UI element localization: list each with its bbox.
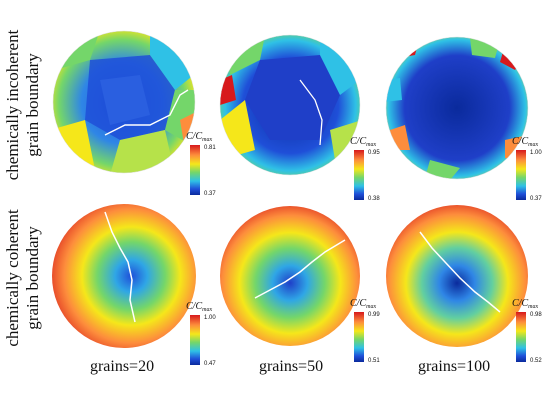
colorbar-min-label: 0.51 <box>368 358 380 364</box>
row-label-coherent: chemically coherent grain boundary <box>3 209 42 347</box>
colorbar-max-label: 0.95 <box>368 150 380 156</box>
colorbar-min-label: 0.38 <box>368 196 380 202</box>
column-label-20: grains=20 <box>90 358 154 375</box>
panel-coherent-grains-50 <box>220 206 360 346</box>
svg-text:grain boundary: grain boundary <box>23 226 42 330</box>
colorbar-3: C/Cmax 1.00 0.37 <box>512 136 542 202</box>
colorbar-title: C/Cmax <box>186 131 212 143</box>
colorbar-title: C/Cmax <box>350 136 376 148</box>
colorbar-gradient <box>516 150 526 200</box>
colorbar-min-label: 0.52 <box>530 358 542 364</box>
colorbar-gradient <box>516 312 526 362</box>
row-label-incoherent: chemically incoherent grain boundary <box>3 29 42 180</box>
colorbar-gradient <box>354 150 364 200</box>
panel-coherent-grains-100 <box>386 205 528 347</box>
colorbar-min-label: 0.37 <box>204 191 216 197</box>
colorbar-title: C/Cmax <box>186 301 212 313</box>
colorbar-max-label: 1.00 <box>530 150 542 156</box>
colorbar-gradient <box>354 312 364 362</box>
colorbar-2: C/Cmax 0.95 0.38 <box>350 136 380 202</box>
panel-incoherent-grains-100 <box>385 36 529 180</box>
svg-text:chemically incoherent: chemically incoherent <box>3 29 22 180</box>
colorbar-4: C/Cmax 1.00 0.47 <box>186 301 216 367</box>
colorbar-title: C/Cmax <box>350 298 376 310</box>
colorbar-max-label: 1.00 <box>204 315 216 321</box>
column-label-100: grains=100 <box>418 358 490 375</box>
colorbar-max-label: 0.98 <box>530 312 542 318</box>
svg-text:grain boundary: grain boundary <box>23 53 42 157</box>
colorbar-title: C/Cmax <box>512 136 538 148</box>
colorbar-1: C/Cmax 0.81 0.37 <box>186 131 216 197</box>
column-label-50: grains=50 <box>259 358 323 375</box>
colorbars: C/Cmax 0.81 0.37 C/Cmax 0.95 0.38 C/Cmax 1.00 0.… <box>186 131 542 367</box>
panel-incoherent-grains-20 <box>52 30 196 174</box>
colorbar-min-label: 0.47 <box>204 361 216 367</box>
colorbar-gradient <box>190 145 200 195</box>
colorbar-5: C/Cmax 0.99 0.51 <box>350 298 380 364</box>
colorbar-gradient <box>190 315 200 365</box>
panel-incoherent-grains-50 <box>219 34 361 176</box>
colorbar-6: C/Cmax 0.98 0.52 <box>512 298 542 364</box>
panel-coherent-grains-20 <box>52 204 196 348</box>
colorbar-max-label: 0.99 <box>368 312 380 318</box>
colorbar-min-label: 0.37 <box>530 196 542 202</box>
svg-text:chemically coherent: chemically coherent <box>3 209 22 347</box>
colorbar-title: C/Cmax <box>512 298 538 310</box>
colorbar-max-label: 0.81 <box>204 145 216 151</box>
